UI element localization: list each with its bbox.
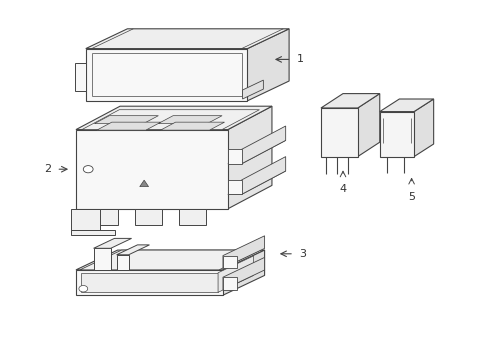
Polygon shape xyxy=(86,29,289,49)
Polygon shape xyxy=(86,49,247,101)
Polygon shape xyxy=(158,116,222,123)
Polygon shape xyxy=(75,63,86,91)
Polygon shape xyxy=(228,106,272,209)
Polygon shape xyxy=(97,122,161,130)
Polygon shape xyxy=(95,116,158,123)
Polygon shape xyxy=(147,59,166,88)
Polygon shape xyxy=(82,110,260,130)
Polygon shape xyxy=(94,238,131,248)
Text: 2: 2 xyxy=(44,164,51,174)
Polygon shape xyxy=(358,94,380,157)
Circle shape xyxy=(79,285,88,292)
Polygon shape xyxy=(218,256,253,292)
Polygon shape xyxy=(94,248,111,270)
Polygon shape xyxy=(117,245,149,255)
Polygon shape xyxy=(71,230,115,235)
Circle shape xyxy=(83,166,93,173)
Polygon shape xyxy=(247,29,289,101)
Polygon shape xyxy=(414,99,434,157)
Polygon shape xyxy=(242,126,286,164)
Polygon shape xyxy=(223,250,265,295)
Polygon shape xyxy=(380,99,434,112)
Polygon shape xyxy=(76,270,223,295)
Polygon shape xyxy=(161,122,224,130)
Polygon shape xyxy=(321,94,380,108)
Polygon shape xyxy=(223,257,265,290)
Polygon shape xyxy=(76,250,265,270)
Polygon shape xyxy=(242,157,286,194)
Polygon shape xyxy=(81,273,218,292)
Polygon shape xyxy=(223,256,237,268)
Polygon shape xyxy=(223,236,265,268)
Text: 1: 1 xyxy=(296,54,303,64)
Polygon shape xyxy=(140,180,148,186)
Polygon shape xyxy=(321,108,358,157)
Polygon shape xyxy=(228,171,286,194)
Text: 3: 3 xyxy=(299,249,306,259)
Polygon shape xyxy=(228,149,242,164)
Polygon shape xyxy=(243,80,264,99)
Text: 4: 4 xyxy=(340,184,346,194)
Polygon shape xyxy=(179,209,206,225)
Polygon shape xyxy=(71,209,100,230)
Text: 5: 5 xyxy=(408,192,415,202)
Polygon shape xyxy=(228,140,286,164)
Polygon shape xyxy=(228,180,242,194)
Polygon shape xyxy=(135,209,162,225)
Polygon shape xyxy=(117,255,128,270)
Polygon shape xyxy=(223,277,237,290)
Polygon shape xyxy=(380,112,414,157)
Polygon shape xyxy=(76,130,228,209)
Polygon shape xyxy=(80,250,261,270)
Polygon shape xyxy=(169,59,188,88)
Polygon shape xyxy=(91,209,118,225)
Polygon shape xyxy=(76,106,272,130)
